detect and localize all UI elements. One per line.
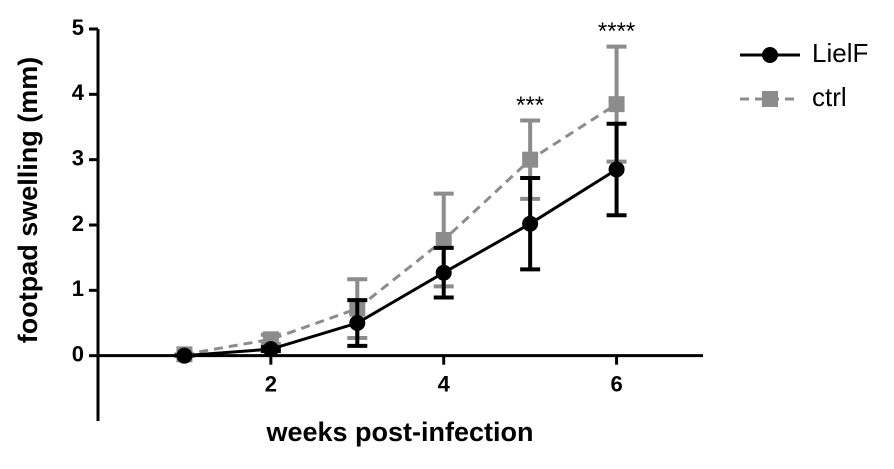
x-tick-label: 4: [438, 371, 451, 396]
marker: [349, 315, 366, 331]
marker: [435, 232, 452, 249]
marker: [435, 264, 452, 281]
x-axis-label: weeks post-infection: [265, 417, 533, 447]
y-tick-label: 3: [72, 145, 84, 170]
x-tick-label: 2: [265, 371, 277, 396]
marker: [522, 215, 539, 232]
legend-marker: [762, 47, 778, 63]
marker: [522, 151, 539, 168]
marker: [176, 347, 193, 364]
legend-marker: [762, 91, 778, 107]
annotation: ***: [516, 92, 544, 119]
marker: [608, 161, 625, 178]
marker: [608, 96, 625, 113]
y-tick-label: 2: [72, 211, 84, 236]
legend-label: ctrl: [812, 82, 847, 112]
y-axis-label: footpad swelling (mm): [13, 57, 43, 344]
y-tick-label: 0: [72, 341, 84, 366]
x-tick-label: 6: [610, 371, 622, 396]
y-tick-label: 4: [72, 80, 85, 105]
legend-label: LielF: [812, 38, 868, 68]
series-line: [184, 168, 618, 358]
annotation: ****: [598, 18, 635, 45]
y-tick-label: 1: [72, 276, 84, 301]
y-tick-label: 5: [72, 15, 84, 40]
marker: [262, 341, 279, 358]
series-line: [184, 102, 618, 356]
